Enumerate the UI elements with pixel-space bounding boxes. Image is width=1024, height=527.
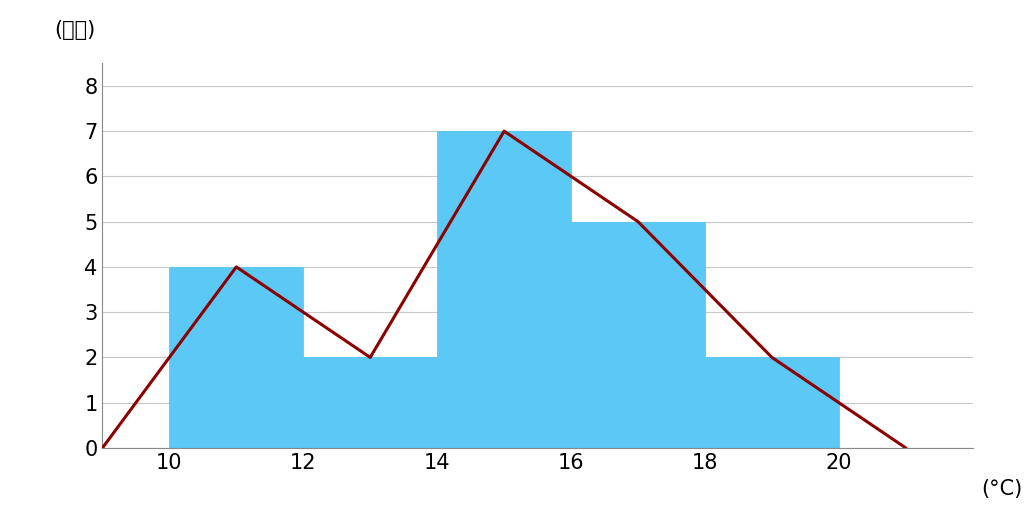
Bar: [437, 131, 571, 448]
Bar: [169, 267, 303, 448]
Text: (°C): (°C): [981, 479, 1023, 499]
Bar: [303, 357, 437, 448]
Text: (度数): (度数): [54, 20, 96, 40]
Bar: [571, 222, 705, 448]
Bar: [705, 357, 839, 448]
